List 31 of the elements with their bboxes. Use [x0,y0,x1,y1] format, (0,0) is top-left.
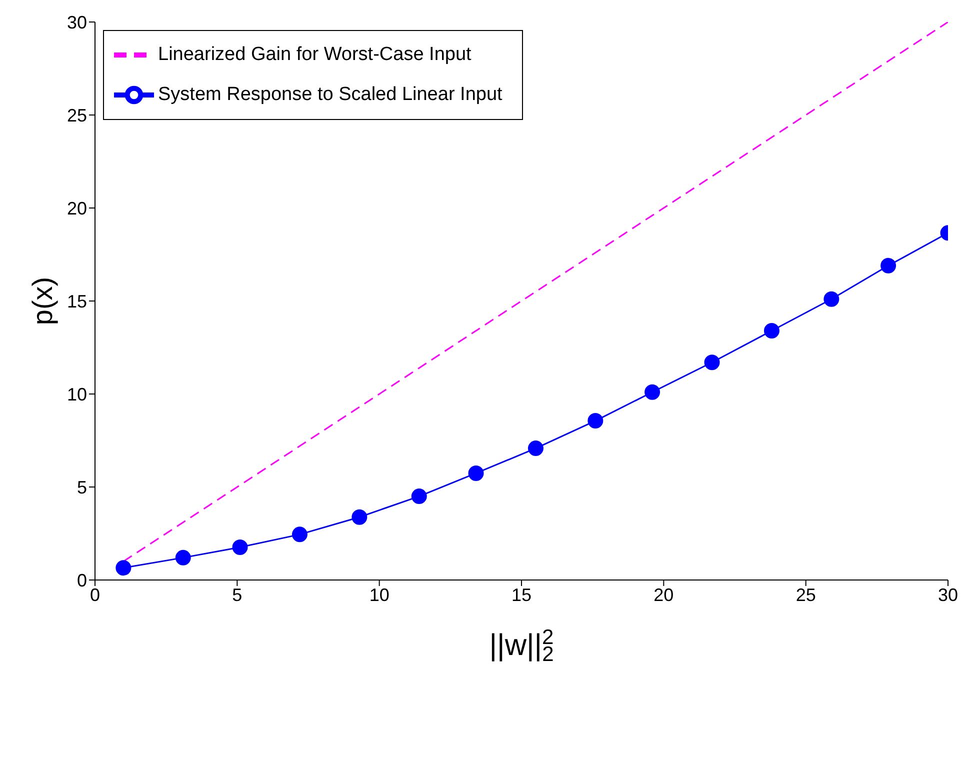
x-tick-label: 10 [369,584,390,605]
point [644,384,660,400]
y-tick-label: 25 [66,105,87,126]
x-tick-label: 0 [90,584,100,605]
point [175,550,191,566]
point [704,354,720,370]
x-tick-label: 20 [654,584,674,605]
legend-label: Linearized Gain for Worst-Case Input [158,44,472,66]
y-tick-label: 15 [66,291,87,312]
point [588,413,604,429]
point [468,465,484,481]
y-tick-label: 30 [66,12,87,32]
legend-label: System Response to Scaled Linear Input [158,84,502,106]
point [764,323,780,339]
y-tick-label: 5 [76,477,87,498]
point [824,291,840,307]
point [411,488,427,504]
point [528,440,544,456]
y-axis-title: p(x) [27,276,58,326]
point [232,540,248,556]
x-tick-label: 15 [511,584,532,605]
point [292,526,308,542]
y-tick-label: 0 [76,570,87,590]
point [880,258,896,274]
x-tick-label: 30 [938,584,958,605]
point [352,509,368,525]
y-tick-label: 10 [66,384,87,404]
y-tick-label: 20 [66,198,87,218]
point [116,560,132,576]
x-tick-label: 5 [232,584,242,605]
x-tick-label: 25 [796,584,816,605]
